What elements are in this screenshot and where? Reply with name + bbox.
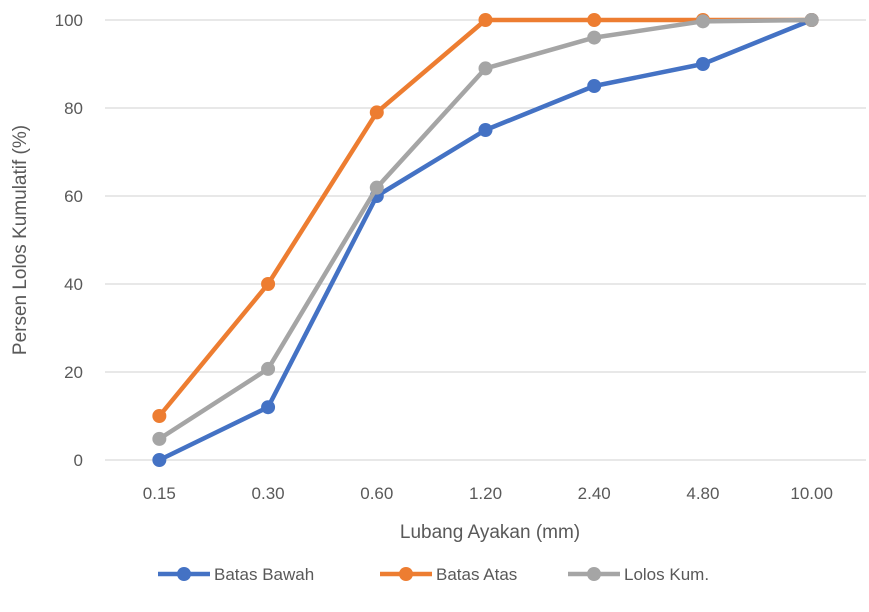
data-point xyxy=(152,409,167,423)
data-point xyxy=(587,30,602,45)
x-tick-label: 0.15 xyxy=(143,484,176,503)
series-2 xyxy=(152,13,819,446)
y-tick-label: 0 xyxy=(74,451,83,470)
legend-item: Lolos Kum. xyxy=(568,565,709,584)
y-axis-title: Persen Lolos Kumulatif (%) xyxy=(10,125,31,355)
y-tick-label: 20 xyxy=(64,363,83,382)
data-point xyxy=(804,13,819,27)
legend-label: Lolos Kum. xyxy=(624,565,709,584)
series-lines xyxy=(152,13,819,467)
x-tick-label: 2.40 xyxy=(578,484,611,503)
data-point xyxy=(478,13,493,27)
gridlines xyxy=(105,19,866,461)
x-axis-ticks: 0.15 0.30 0.60 1.20 2.40 4.80 10.00 xyxy=(143,484,833,503)
y-tick-label: 40 xyxy=(64,275,83,294)
x-tick-label: 0.30 xyxy=(252,484,285,503)
data-point xyxy=(587,79,602,93)
data-point xyxy=(369,105,384,120)
series-line xyxy=(157,17,814,419)
legend-swatch-marker xyxy=(587,567,601,581)
data-point xyxy=(261,400,276,415)
legend-label: Batas Atas xyxy=(436,565,517,584)
x-tick-label: 0.60 xyxy=(360,484,393,503)
data-point xyxy=(478,123,493,137)
data-point xyxy=(478,61,493,76)
data-point xyxy=(369,180,384,195)
x-tick-label: 1.20 xyxy=(469,484,502,503)
data-point xyxy=(261,361,276,376)
legend-item: Batas Atas xyxy=(380,565,517,584)
legend-item: Batas Bawah xyxy=(158,565,314,584)
series-0 xyxy=(152,13,819,467)
legend-swatch-marker xyxy=(177,567,191,581)
series-line xyxy=(157,17,814,442)
y-tick-label: 100 xyxy=(55,11,83,30)
legend-swatch-marker xyxy=(399,567,413,581)
y-tick-label: 80 xyxy=(64,99,83,118)
y-tick-label: 60 xyxy=(64,187,83,206)
data-point xyxy=(695,14,710,29)
x-tick-label: 4.80 xyxy=(686,484,719,503)
x-tick-label: 10.00 xyxy=(790,484,833,503)
data-point xyxy=(152,431,167,446)
series-line xyxy=(157,17,814,463)
data-point xyxy=(587,13,602,27)
legend: Batas Bawah Batas Atas Lolos Kum. xyxy=(158,565,709,584)
y-axis-ticks: 0 20 40 60 80 100 xyxy=(55,11,83,470)
legend-label: Batas Bawah xyxy=(214,565,314,584)
data-point xyxy=(261,277,276,291)
x-axis-title: Lubang Ayakan (mm) xyxy=(400,522,580,543)
data-point xyxy=(695,57,710,71)
data-point xyxy=(152,453,167,467)
